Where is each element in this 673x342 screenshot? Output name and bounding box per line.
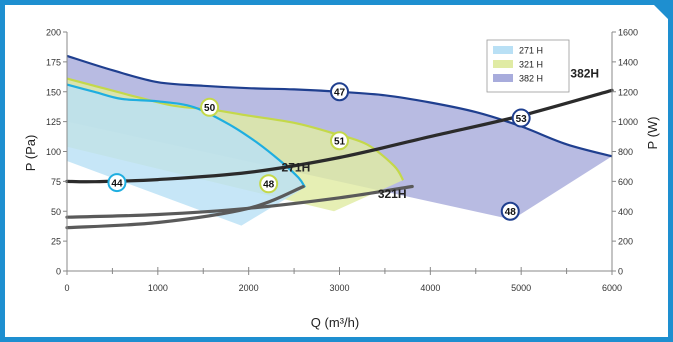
left-tick-label: 50 (51, 207, 61, 217)
efficiency-marker-circle (259, 174, 279, 194)
legend-swatch-382h (493, 74, 513, 82)
legend: 271 H 321 H 382 H (486, 39, 570, 93)
right-tick-label: 1200 (618, 87, 638, 97)
efficiency-marker-label: 48 (263, 180, 275, 191)
left-tick-label: 125 (46, 117, 61, 127)
corner-notch (654, 5, 668, 19)
x-tick-label: 0 (64, 283, 69, 293)
left-tick-label: 150 (46, 87, 61, 97)
efficiency-marker: 48 (500, 201, 520, 221)
left-tick-label: 0 (56, 267, 61, 277)
area-271h (67, 84, 305, 226)
legend-label-271h: 271 H (519, 46, 543, 56)
right-tick-label: 1000 (618, 117, 638, 127)
left-tick-label: 75 (51, 177, 61, 187)
right-tick-label: 1600 (618, 28, 638, 38)
efficiency-marker-label: 44 (111, 178, 123, 189)
legend-swatch-271h (493, 46, 513, 54)
x-tick-label: 6000 (602, 283, 622, 293)
efficiency-marker: 47 (330, 82, 349, 102)
x-tick-label: 1000 (148, 283, 168, 293)
efficiency-marker-circle (500, 201, 520, 221)
right-tick-label: 200 (618, 237, 633, 247)
efficiency-marker-circle (200, 97, 220, 117)
legend-label-382h: 382 H (519, 74, 543, 84)
efficiency-marker-label: 47 (334, 88, 346, 99)
curve-label-271h: 271H (282, 161, 311, 175)
efficiency-marker: 48 (259, 174, 279, 194)
legend-label-321h: 321 H (519, 60, 543, 70)
power-curve-271h (65, 185, 305, 230)
x-axis-title: Q (m³/h) (311, 315, 359, 330)
right-tick-label: 600 (618, 177, 633, 187)
right-tick-label: 0 (618, 267, 623, 277)
x-tick-label: 2000 (239, 283, 259, 293)
markers-layer: 44 50 48 51 47 53 48 (107, 82, 531, 221)
efficiency-marker-circle (330, 131, 349, 151)
right-tick-label: 800 (618, 147, 633, 157)
efficiency-marker-label: 53 (516, 114, 528, 125)
efficiency-marker-circle (511, 108, 531, 128)
right-tick-label: 400 (618, 207, 633, 217)
efficiency-marker-circle (330, 82, 349, 102)
left-tick-label: 100 (46, 147, 61, 157)
x-tick-label: 5000 (511, 283, 531, 293)
curve-label-382h: 382H (570, 67, 599, 81)
x-tick-label: 4000 (420, 283, 440, 293)
axes-layer: 0255075100125150175200020040060080010001… (46, 28, 638, 294)
chart-panel: 382H 321H 271H 0 25 50 75 100 125 150 175 200 0 200 4… (5, 5, 668, 337)
efficiency-marker: 53 (511, 108, 531, 128)
efficiency-marker-label: 50 (204, 103, 216, 114)
efficiency-marker: 50 (200, 97, 220, 117)
left-tick-label: 25 (51, 237, 61, 247)
right-axis-title: P (W) (645, 117, 660, 150)
legend-swatch-321h (493, 60, 513, 68)
left-tick-label: 175 (46, 57, 61, 67)
left-axis-title: P (Pa) (23, 135, 38, 172)
efficiency-marker-label: 48 (505, 207, 517, 218)
efficiency-marker: 51 (330, 131, 349, 151)
right-tick-label: 1400 (618, 57, 638, 67)
efficiency-marker-label: 51 (334, 137, 346, 148)
left-tick-label: 200 (46, 28, 61, 38)
curve-label-321h: 321H (378, 187, 407, 201)
efficiency-marker-circle (107, 173, 127, 193)
efficiency-marker: 44 (107, 173, 127, 193)
x-tick-label: 3000 (329, 283, 349, 293)
